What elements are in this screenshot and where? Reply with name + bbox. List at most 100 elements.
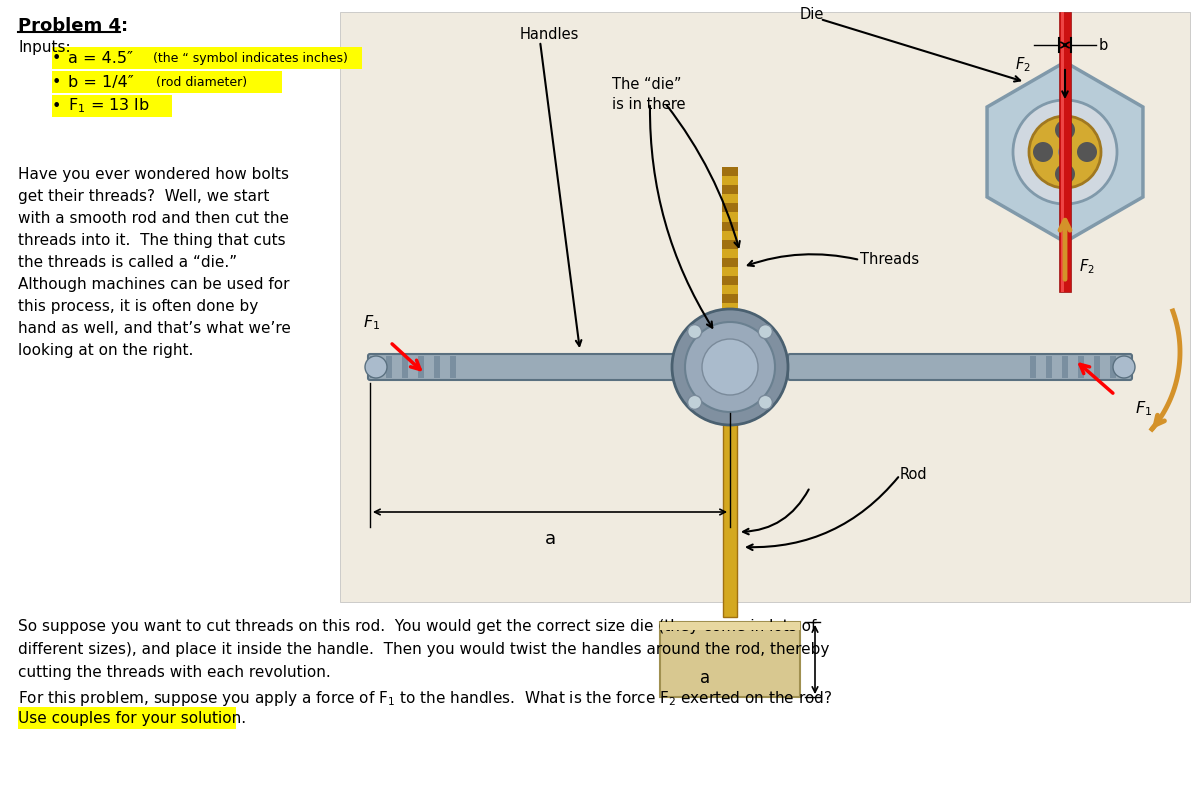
Text: Inputs:: Inputs:	[18, 40, 71, 55]
Bar	[722, 230, 738, 240]
Bar	[1110, 356, 1116, 378]
Bar	[722, 194, 738, 203]
FancyBboxPatch shape	[1061, 12, 1064, 292]
Circle shape	[688, 395, 702, 410]
Text: b = 1/4″: b = 1/4″	[68, 74, 133, 89]
Bar	[402, 356, 408, 378]
Text: cutting the threads with each revolution.: cutting the threads with each revolution…	[18, 665, 331, 680]
Bar	[722, 276, 738, 285]
Text: Handles: Handles	[520, 27, 580, 42]
Text: threads into it.  The thing that cuts: threads into it. The thing that cuts	[18, 233, 286, 248]
Text: F$_1$ = 13 lb: F$_1$ = 13 lb	[68, 96, 150, 116]
Text: (rod diameter): (rod diameter)	[148, 76, 247, 88]
Text: Have you ever wondered how bolts: Have you ever wondered how bolts	[18, 167, 289, 182]
Bar	[722, 304, 738, 312]
Circle shape	[1078, 142, 1097, 162]
Text: Rod: Rod	[900, 467, 928, 482]
Bar	[418, 356, 424, 378]
Circle shape	[672, 309, 788, 425]
Bar	[722, 222, 738, 230]
FancyBboxPatch shape	[52, 95, 172, 117]
Bar	[1086, 356, 1092, 378]
Text: •: •	[52, 50, 61, 65]
Circle shape	[1055, 120, 1075, 140]
FancyBboxPatch shape	[52, 47, 362, 69]
Bar	[1118, 356, 1124, 378]
Bar	[1078, 356, 1084, 378]
Bar	[722, 340, 738, 349]
Bar	[722, 358, 738, 367]
FancyBboxPatch shape	[660, 622, 800, 697]
FancyBboxPatch shape	[52, 71, 282, 93]
Text: $F_1$: $F_1$	[1135, 399, 1152, 418]
Circle shape	[758, 324, 773, 339]
Bar	[1046, 356, 1052, 378]
Circle shape	[688, 324, 702, 339]
Circle shape	[1058, 145, 1072, 159]
Bar	[386, 356, 392, 378]
Bar	[722, 167, 738, 176]
FancyBboxPatch shape	[660, 622, 800, 630]
Text: Threads: Threads	[860, 252, 919, 267]
Text: the threads is called a “die.”: the threads is called a “die.”	[18, 255, 238, 270]
Bar	[442, 356, 448, 378]
Bar	[394, 356, 400, 378]
Text: $F_2$: $F_2$	[1079, 257, 1094, 277]
FancyBboxPatch shape	[340, 12, 1190, 602]
Text: looking at on the right.: looking at on the right.	[18, 343, 193, 358]
Bar	[434, 356, 440, 378]
Text: Use couples for your solution.: Use couples for your solution.	[18, 710, 246, 725]
Text: Die: Die	[800, 7, 824, 22]
Bar	[722, 185, 738, 194]
Bar	[722, 285, 738, 294]
Text: hand as well, and that’s what we’re: hand as well, and that’s what we’re	[18, 321, 290, 336]
Circle shape	[702, 339, 758, 395]
Text: a: a	[700, 669, 710, 687]
Circle shape	[1013, 100, 1117, 204]
Bar	[722, 258, 738, 267]
FancyBboxPatch shape	[788, 354, 1132, 380]
Circle shape	[1033, 142, 1054, 162]
Text: $F_2$: $F_2$	[1015, 55, 1031, 74]
Bar	[722, 267, 738, 276]
Text: For this problem, suppose you apply a force of F$_1$ to the handles.  What is th: For this problem, suppose you apply a fo…	[18, 689, 833, 708]
Bar	[378, 356, 384, 378]
Bar	[722, 349, 738, 358]
Bar	[458, 356, 464, 378]
Circle shape	[1114, 356, 1135, 378]
Bar	[722, 367, 737, 617]
Text: Problem 4:: Problem 4:	[18, 17, 128, 35]
Bar	[1054, 356, 1060, 378]
Text: •: •	[52, 99, 61, 113]
Text: b: b	[1099, 37, 1109, 53]
Text: a = 4.5″: a = 4.5″	[68, 50, 133, 65]
Bar	[426, 356, 432, 378]
FancyBboxPatch shape	[368, 354, 732, 380]
Bar	[722, 249, 738, 258]
Bar	[722, 176, 738, 185]
Polygon shape	[988, 62, 1142, 242]
Text: this process, it is often done by: this process, it is often done by	[18, 299, 258, 314]
Circle shape	[1055, 164, 1075, 184]
Bar	[722, 321, 738, 331]
Bar	[722, 312, 738, 321]
Bar	[1030, 356, 1036, 378]
Bar	[722, 331, 738, 340]
Bar	[1070, 356, 1076, 378]
Bar	[722, 240, 738, 249]
Bar	[1062, 356, 1068, 378]
Bar	[450, 356, 456, 378]
Text: So suppose you want to cut threads on this rod.  You would get the correct size : So suppose you want to cut threads on th…	[18, 619, 816, 634]
Text: Although machines can be used for: Although machines can be used for	[18, 277, 289, 292]
Circle shape	[365, 356, 386, 378]
Text: with a smooth rod and then cut the: with a smooth rod and then cut the	[18, 211, 289, 226]
Bar	[410, 356, 416, 378]
Text: a: a	[545, 530, 556, 548]
Circle shape	[758, 395, 773, 410]
Text: (the “ symbol indicates inches): (the “ symbol indicates inches)	[145, 52, 348, 65]
Circle shape	[685, 322, 775, 412]
FancyBboxPatch shape	[1060, 12, 1072, 292]
Bar	[722, 203, 738, 213]
Bar	[1038, 356, 1044, 378]
Bar	[1102, 356, 1108, 378]
